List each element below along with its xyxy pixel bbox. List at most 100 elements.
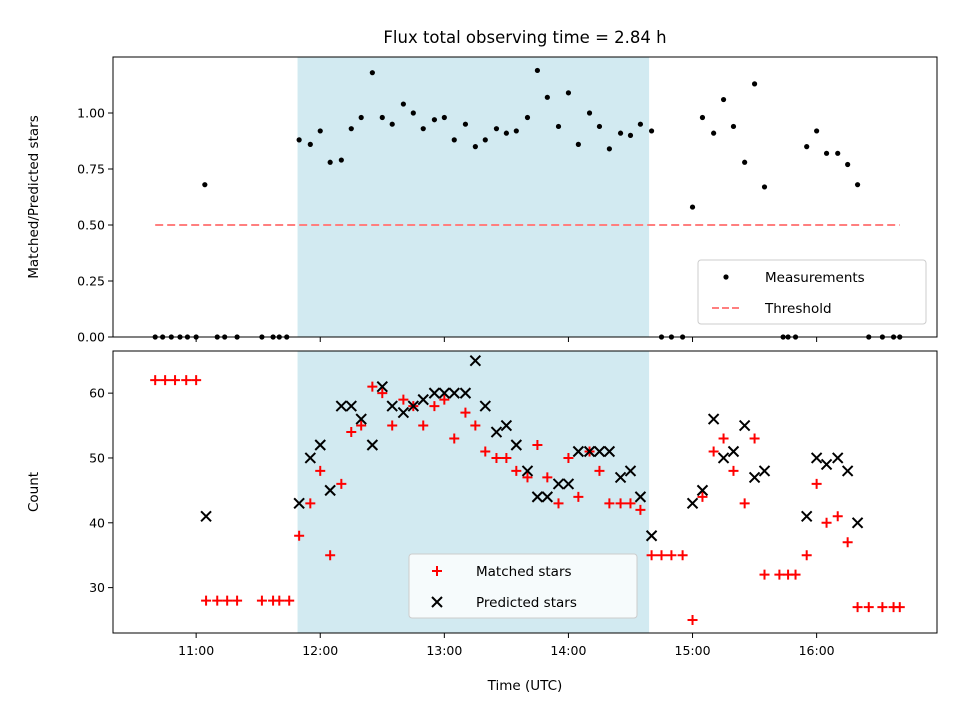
x-tick-label: 13:00	[426, 643, 462, 658]
predicted-stars-point	[583, 445, 596, 458]
predicted-stars-point	[490, 426, 503, 438]
matched-stars-point	[774, 569, 785, 580]
predicted-stars-point	[417, 393, 429, 406]
predicted-stars-point	[386, 400, 398, 412]
predicted-stars-point	[614, 471, 627, 484]
y-tick-label: 40	[89, 515, 105, 530]
predicted-stars-point	[686, 497, 699, 510]
predicted-stars-point	[304, 452, 317, 464]
predicted-stars-point	[603, 445, 616, 458]
predicted-stars-point	[624, 465, 637, 477]
predicted-stars-point	[552, 478, 565, 490]
predicted-stars-point	[459, 387, 472, 399]
measurements-point	[379, 114, 385, 121]
measurements-point	[637, 121, 644, 127]
measurements-point	[369, 70, 375, 76]
measurements-point	[420, 126, 426, 132]
measurements-point	[534, 67, 541, 74]
measurements-point	[503, 130, 509, 136]
legend-predicted-stars-marker	[431, 596, 443, 608]
measurements-point	[711, 130, 717, 136]
predicted-stars-point	[634, 491, 647, 503]
legend-measurements-marker	[723, 274, 729, 280]
y-tick-label: 0.50	[77, 218, 105, 233]
measurements-point	[296, 137, 302, 143]
top-panel-frame	[112, 56, 938, 338]
matched-stars-point	[708, 446, 719, 457]
matched-stars-point	[697, 491, 708, 502]
matched-stars-point	[728, 465, 739, 476]
top-panel-ylabel: Matched/Predicted stars	[26, 115, 42, 278]
matched-stars-point	[759, 569, 770, 580]
matched-stars-point	[356, 420, 367, 431]
predicted-stars-point	[448, 387, 460, 399]
matched-stars-point	[305, 498, 316, 509]
matched-stars-point	[604, 498, 615, 509]
predicted-stars-point	[293, 497, 305, 510]
y-tick-label: 1.00	[77, 106, 105, 121]
predicted-stars-point	[438, 387, 451, 399]
measurements-point	[854, 182, 861, 188]
matched-stars-point	[470, 420, 481, 431]
x-axis-label: Time (UTC)	[487, 678, 563, 694]
measurements-point	[410, 110, 416, 116]
bottom-panel-marks	[150, 355, 905, 626]
matched-stars-point	[367, 381, 378, 392]
measurements-point	[648, 128, 655, 134]
measurements-point	[317, 128, 323, 134]
legend-threshold-label: Threshold	[764, 301, 832, 317]
matched-stars-point	[832, 511, 843, 522]
y-tick-label: 0.25	[77, 274, 105, 289]
matched-stars-point	[573, 491, 584, 502]
measurements-point	[493, 126, 500, 132]
measurements-point	[202, 182, 208, 188]
measurements-point	[565, 90, 572, 96]
matched-stars-point	[656, 550, 667, 561]
matched-stars-point	[398, 394, 409, 405]
measurements-point	[389, 121, 395, 127]
measurements-point	[307, 141, 313, 147]
top-panel-legend: Measurements Threshold	[697, 259, 927, 325]
matched-stars-point	[615, 498, 626, 509]
measurements-point	[575, 141, 581, 147]
predicted-stars-point	[521, 465, 534, 477]
matched-stars-point	[501, 452, 512, 463]
predicted-stars-point	[376, 380, 388, 393]
predicted-stars-point	[800, 510, 813, 523]
measurements-point	[804, 144, 810, 150]
bottom-panel-frame	[112, 350, 938, 634]
matched-stars-point	[449, 433, 460, 444]
matched-stars-point	[863, 602, 874, 613]
matched-stars-point	[522, 472, 533, 483]
predicted-stars-point	[832, 452, 844, 464]
predicted-stars-point	[748, 471, 761, 484]
y-tick-label: 50	[89, 450, 105, 465]
predicted-stars-point	[366, 439, 379, 451]
matched-stars-point	[460, 407, 471, 418]
matched-stars-point	[790, 569, 801, 580]
matched-stars-point	[480, 446, 491, 457]
top-panel-marks	[152, 67, 903, 340]
legend-box	[697, 259, 927, 325]
predicted-stars-point	[758, 465, 771, 477]
legend-matched-stars-marker	[432, 566, 442, 576]
matched-stars-point	[739, 498, 750, 509]
bottom-panel: 30 40 50 60 11:00 12:00 13:00 14:00 15:00 16:00 C…	[26, 350, 938, 658]
predicted-stars-point	[593, 445, 606, 458]
chart-title: Flux total observing time = 2.84 h	[383, 28, 666, 47]
measurements-point	[544, 94, 550, 100]
y-tick-label: 30	[89, 580, 105, 595]
matched-stars-point	[387, 420, 398, 431]
matched-stars-point	[677, 550, 688, 561]
predicted-stars-point	[851, 517, 864, 529]
x-tick-label: 16:00	[799, 643, 835, 658]
measurements-point	[596, 123, 603, 130]
legend-measurements-label: Measurements	[765, 270, 865, 286]
matched-stars-point	[256, 595, 267, 606]
predicted-stars-point	[324, 484, 336, 497]
top-panel: 0.00 0.25 0.50 0.75 1.00 Matched/Predicted s…	[26, 56, 938, 345]
measurements-point	[823, 150, 830, 156]
y-tick-label: 0.75	[77, 162, 105, 177]
matched-stars-point	[687, 615, 698, 626]
predicted-stars-point	[479, 400, 491, 412]
